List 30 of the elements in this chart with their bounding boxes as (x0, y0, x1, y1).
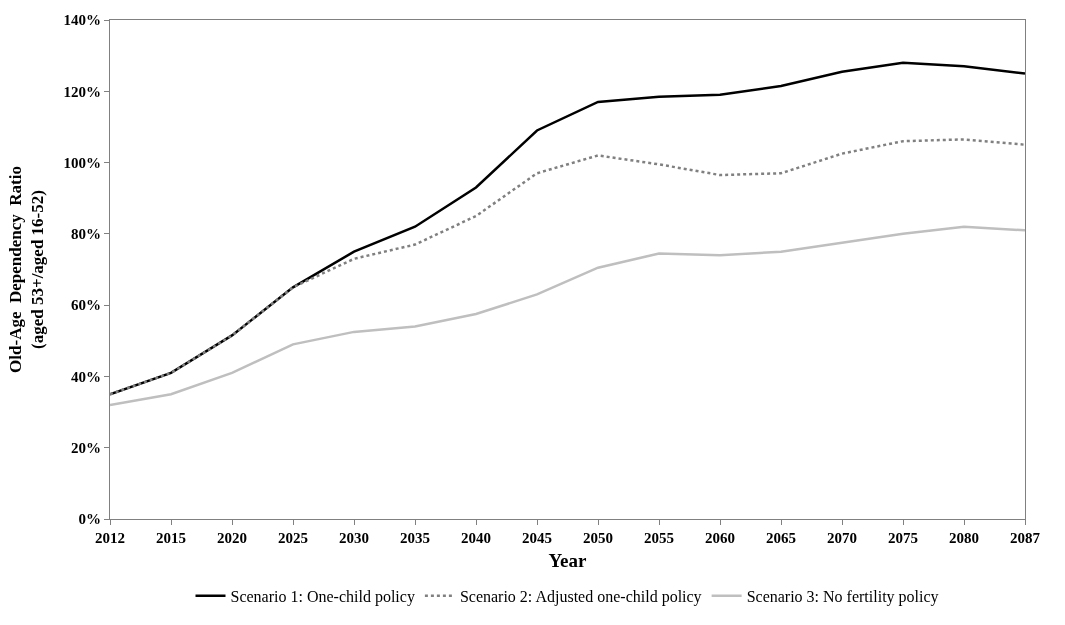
y-tick-label: 60% (71, 297, 101, 314)
x-tick-label: 2015 (156, 530, 186, 546)
x-tick-label: 2025 (278, 530, 308, 546)
x-tick-label: 2055 (644, 530, 674, 546)
x-tick-label: 2065 (766, 530, 796, 546)
x-tick-label: 2050 (583, 530, 613, 546)
x-tick-label: 2060 (705, 530, 735, 546)
x-tick-label: 2035 (400, 530, 430, 546)
y-tick-label: 20% (71, 439, 101, 456)
x-tick-label: 2020 (217, 530, 247, 546)
x-tick-label: 2070 (827, 530, 857, 546)
x-tick-label: 2045 (522, 530, 552, 546)
legend-label: Scenario 2: Adjusted one-child policy (459, 588, 702, 607)
y-tick-label: 140% (63, 12, 101, 29)
y-tick-label: 0% (78, 511, 101, 528)
line-series (110, 225, 1025, 407)
x-axis-title: Year (548, 549, 588, 571)
y-tick-label: 120% (63, 83, 101, 100)
legend-label: Scenario 1: One-child policy (230, 588, 415, 607)
x-tick-label: 2075 (888, 530, 918, 546)
y-tick-label: 40% (71, 368, 101, 385)
y-axis-title: Old-Age Dependency Ratio (aged 53+/aged 16-52) (5, 166, 48, 373)
x-tick-label: 2012 (95, 530, 125, 546)
legend-label: Scenario 3: No fertility policy (746, 588, 939, 607)
y-tick-label: 100% (63, 154, 101, 171)
x-tick-label: 2080 (949, 530, 979, 546)
x-tick-label: 2087 (1010, 530, 1041, 546)
x-tick-label: 2040 (461, 530, 491, 546)
x-tick-label: 2030 (339, 530, 369, 546)
y-tick-label: 80% (71, 226, 101, 243)
